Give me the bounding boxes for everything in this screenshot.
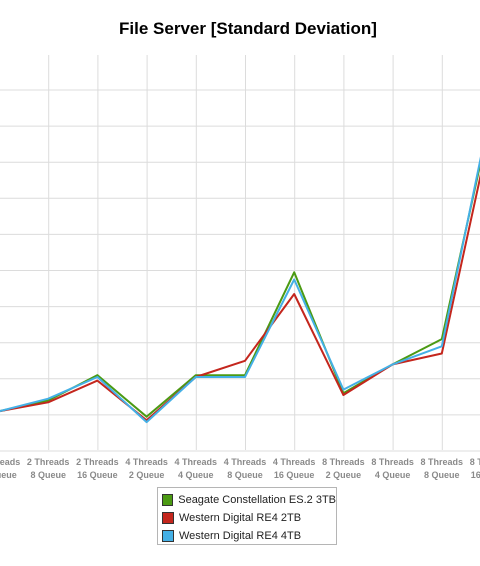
- x-tick-label: 8 Threads 8 Queue: [421, 457, 464, 480]
- legend-swatch-seagate: [162, 494, 174, 506]
- x-tick-label: 4 Threads 8 Queue: [224, 457, 267, 480]
- series-line-seagate[interactable]: [0, 115, 480, 418]
- legend: Seagate Constellation ES.2 3TB Western D…: [157, 487, 337, 545]
- legend-label-wd-2tb: Western Digital RE4 2TB: [179, 512, 302, 524]
- x-tick-label: 4 Threads 4 Queue: [175, 457, 218, 480]
- legend-item-wd-4tb[interactable]: Western Digital RE4 4TB: [162, 527, 336, 545]
- legend-label-wd-4tb: Western Digital RE4 4TB: [179, 530, 302, 542]
- legend-swatch-wd-4tb: [162, 530, 174, 542]
- legend-item-seagate[interactable]: Seagate Constellation ES.2 3TB: [162, 491, 336, 509]
- series-line-wd-4tb[interactable]: [0, 108, 480, 424]
- legend-swatch-wd-2tb: [162, 512, 174, 524]
- legend-item-wd-2tb[interactable]: Western Digital RE4 2TB: [162, 509, 336, 527]
- grid: [0, 55, 480, 452]
- x-tick-label: 2 Threads 8 Queue: [27, 457, 70, 480]
- chart-title: File Server [Standard Deviation]: [119, 19, 377, 38]
- x-tick-label: 8 Threads 4 Queue: [371, 457, 414, 480]
- legend-label-seagate: Seagate Constellation ES.2 3TB: [178, 494, 336, 506]
- x-tick-label: 4 Threads 2 Queue: [125, 457, 168, 480]
- x-tick-label: 4 Threads 16 Queue: [273, 457, 316, 480]
- series-lines: [0, 108, 480, 424]
- x-tick-label: 2 Threads 16 Queue: [76, 457, 119, 480]
- x-tick-label: 8 Threads 2 Queue: [322, 457, 365, 480]
